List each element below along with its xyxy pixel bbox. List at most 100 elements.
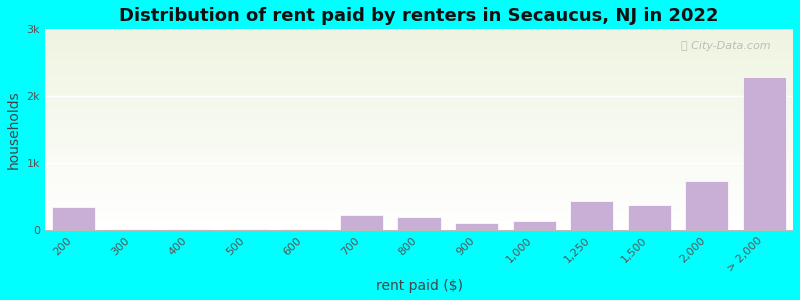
Bar — [45, 105, 793, 106]
Bar — [45, 133, 793, 134]
Bar — [45, 98, 793, 99]
Bar — [45, 47, 793, 48]
Bar — [45, 170, 793, 171]
Bar — [45, 208, 793, 209]
Bar — [45, 222, 793, 223]
Bar — [45, 63, 793, 64]
Bar — [570, 201, 614, 230]
Bar — [45, 196, 793, 197]
Bar — [45, 54, 793, 56]
Bar — [45, 202, 793, 203]
Bar — [45, 198, 793, 199]
Bar — [45, 162, 793, 163]
Bar — [45, 113, 793, 114]
Bar — [45, 224, 793, 225]
Bar — [45, 126, 793, 127]
Bar — [45, 71, 793, 73]
Bar — [45, 127, 793, 128]
Bar — [45, 41, 793, 42]
Bar — [45, 191, 793, 192]
Bar — [45, 143, 793, 144]
Bar — [45, 169, 793, 170]
Bar — [45, 44, 793, 45]
Bar — [45, 153, 793, 154]
Bar — [45, 61, 793, 62]
Title: Distribution of rent paid by renters in Secaucus, NJ in 2022: Distribution of rent paid by renters in … — [119, 7, 718, 25]
Bar — [45, 59, 793, 60]
Bar — [45, 150, 793, 151]
Bar — [45, 221, 793, 222]
Bar — [45, 219, 793, 220]
Bar — [45, 90, 793, 91]
Bar — [45, 140, 793, 141]
Bar — [45, 30, 793, 31]
Bar — [45, 213, 793, 214]
Bar — [45, 117, 793, 118]
Bar — [45, 120, 793, 121]
Bar — [45, 66, 793, 68]
Bar — [45, 185, 793, 186]
Bar — [45, 149, 793, 150]
Bar — [45, 226, 793, 227]
Bar — [45, 195, 793, 196]
Bar — [45, 112, 793, 113]
Bar — [45, 76, 793, 77]
Bar — [628, 205, 670, 230]
Bar — [45, 165, 793, 166]
Bar — [45, 109, 793, 110]
Bar — [45, 141, 793, 142]
Bar — [45, 180, 793, 181]
Bar — [45, 152, 793, 153]
Bar — [45, 86, 793, 88]
Bar — [45, 102, 793, 103]
Bar — [45, 210, 793, 211]
Bar — [45, 137, 793, 138]
Bar — [45, 74, 793, 76]
Bar — [45, 131, 793, 132]
Bar — [45, 79, 793, 80]
Bar — [45, 225, 793, 226]
Bar — [45, 129, 793, 130]
Bar — [685, 181, 728, 230]
Bar — [45, 154, 793, 155]
Bar — [45, 151, 793, 152]
Bar — [45, 181, 793, 182]
Bar — [45, 51, 793, 52]
Bar — [110, 229, 153, 230]
Bar — [45, 139, 793, 140]
Bar — [45, 100, 793, 102]
Bar — [45, 62, 793, 63]
Bar — [45, 97, 793, 98]
Bar — [45, 184, 793, 185]
Bar — [45, 194, 793, 195]
Bar — [45, 164, 793, 165]
Bar — [45, 70, 793, 71]
Bar — [45, 58, 793, 59]
Bar — [45, 229, 793, 230]
Bar — [45, 135, 793, 136]
Bar — [45, 166, 793, 167]
Bar — [45, 189, 793, 190]
Bar — [45, 85, 793, 86]
Bar — [45, 167, 793, 168]
Bar — [167, 229, 210, 230]
Bar — [45, 205, 793, 206]
Bar — [45, 188, 793, 189]
Bar — [45, 83, 793, 85]
Y-axis label: households: households — [7, 90, 21, 169]
Bar — [45, 53, 793, 54]
Bar — [45, 65, 793, 66]
Bar — [45, 118, 793, 119]
Bar — [45, 214, 793, 215]
Bar — [45, 160, 793, 161]
Bar — [45, 56, 793, 57]
Bar — [45, 115, 793, 116]
Bar — [45, 52, 793, 53]
Bar — [45, 223, 793, 224]
Bar — [45, 122, 793, 123]
Bar — [45, 182, 793, 183]
Bar — [45, 158, 793, 159]
Bar — [45, 146, 793, 147]
Bar — [45, 142, 793, 143]
Bar — [45, 68, 793, 70]
